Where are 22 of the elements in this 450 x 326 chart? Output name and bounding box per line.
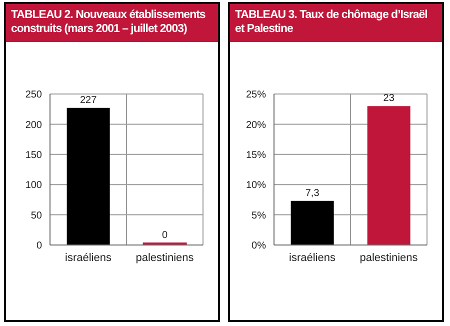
x-tick-label: palestiniens <box>360 252 418 264</box>
x-tick-label: israéliens <box>65 252 112 264</box>
chart-title: TABLEAU 3. Taux de chômage d’Israël et Palestine <box>230 4 442 42</box>
y-tick-label: 200 <box>25 120 42 131</box>
data-label: 23 <box>383 93 395 104</box>
y-tick-label: 15% <box>246 150 266 161</box>
y-tick-label: 250 <box>25 90 42 101</box>
y-tick-label: 25% <box>246 90 266 101</box>
y-tick-label: 20% <box>246 120 266 131</box>
data-label: 7,3 <box>305 188 320 199</box>
y-tick-label: 50 <box>30 210 42 222</box>
x-tick-label: israéliens <box>289 252 336 264</box>
chart-title: TABLEAU 2. Nouveaux établissements construits (mars 2001 – juillet 2003) <box>6 4 218 42</box>
y-tick-label: 5% <box>252 210 266 222</box>
y-tick-label: 0 <box>36 240 42 252</box>
x-tick-label: palestiniens <box>136 252 194 264</box>
y-tick-label: 150 <box>25 150 42 161</box>
y-tick-label: 100 <box>25 180 42 192</box>
y-tick-label: 0% <box>252 240 266 252</box>
data-label: 0 <box>162 230 168 241</box>
data-label: 227 <box>80 94 98 106</box>
y-tick-label: 10% <box>246 180 266 192</box>
